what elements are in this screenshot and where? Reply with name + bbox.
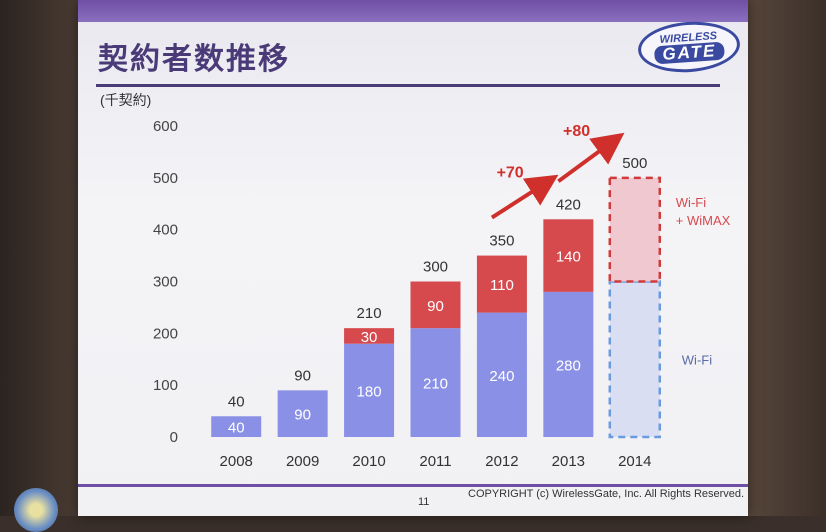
copyright-text: COPYRIGHT (c) WirelessGate, Inc. All Rig… [468, 488, 745, 500]
y-tick-label: 200 [153, 325, 178, 342]
background-left [0, 0, 80, 516]
x-tick-label: 2008 [220, 453, 253, 470]
bar-wimax [476, 255, 527, 313]
y-tick-label: 400 [153, 222, 178, 239]
bar-value-label: 280 [556, 357, 581, 374]
forecast-bar-wimax [608, 176, 662, 283]
bar-wimax [344, 328, 395, 344]
presentation-slide: 契約者数推移 WIRELESS GATE (千契約) 0 100 200 300 400… [78, 0, 748, 516]
bar-wifi [211, 416, 262, 437]
x-tick-label: 2010 [352, 453, 385, 470]
bar-wimax [410, 281, 461, 329]
x-tick-label: 2009 [286, 453, 319, 470]
y-axis-unit: (千契約) [100, 92, 152, 108]
subscriber-chart: 0 100 200 300 400 500 600 40 40 2008 90 90 2009 180 3… [153, 118, 731, 470]
growth-arrow [557, 132, 625, 183]
x-tick-label: 2011 [419, 453, 451, 470]
y-tick-label: 300 [153, 274, 178, 291]
bar-value-label: 110 [490, 277, 514, 294]
title-underline [96, 84, 720, 87]
growth-annotation: +70 [497, 164, 524, 181]
bar-value-label: 30 [361, 329, 378, 346]
y-tick-label: 500 [153, 170, 178, 187]
bar-total-label: 210 [357, 305, 382, 322]
forecast-label-wifi: Wi-Fi [682, 352, 712, 367]
bar-total-label: 350 [489, 233, 514, 250]
bar-wifi [410, 328, 461, 437]
x-tick-label: 2014 [618, 453, 651, 470]
bar-total-label: 300 [423, 259, 448, 276]
bar-wifi [277, 390, 328, 437]
slide-title: 契約者数推移 [98, 42, 290, 77]
x-tick-label: 2012 [485, 453, 518, 470]
bar-total-label: 40 [228, 393, 245, 410]
bar-wifi [543, 291, 594, 437]
bar-value-label: 240 [489, 368, 514, 385]
slide-header-band [78, 0, 748, 22]
seal-icon [14, 488, 58, 532]
bar-value-label: 90 [427, 298, 444, 315]
bar-value-label: 140 [556, 249, 581, 266]
bar-total-label: 420 [556, 196, 581, 213]
bar-value-label: 40 [228, 420, 245, 437]
bar-wifi [344, 343, 395, 437]
forecast-bar-wifi [608, 280, 662, 439]
y-tick-label: 100 [153, 377, 178, 394]
bar-value-label: 180 [357, 383, 382, 400]
footer-rule [78, 484, 748, 487]
y-tick-label: 0 [170, 429, 178, 446]
forecast-label-wimax: Wi-Fi [676, 195, 706, 210]
growth-annotation: +80 [563, 123, 590, 140]
background-right [736, 0, 826, 516]
bar-value-label: 210 [423, 376, 448, 393]
y-tick-label: 600 [153, 118, 178, 135]
bar-total-label: 90 [294, 367, 311, 384]
x-tick-label: 2013 [552, 453, 585, 470]
bar-wifi [476, 312, 527, 437]
page-number: 11 [418, 496, 430, 508]
forecast-label-wimax: + WiMAX [676, 213, 731, 228]
bar-value-label: 90 [294, 407, 311, 424]
bar-wimax [543, 219, 594, 292]
bar-total-label: 500 [622, 155, 647, 172]
growth-arrow [490, 174, 559, 220]
